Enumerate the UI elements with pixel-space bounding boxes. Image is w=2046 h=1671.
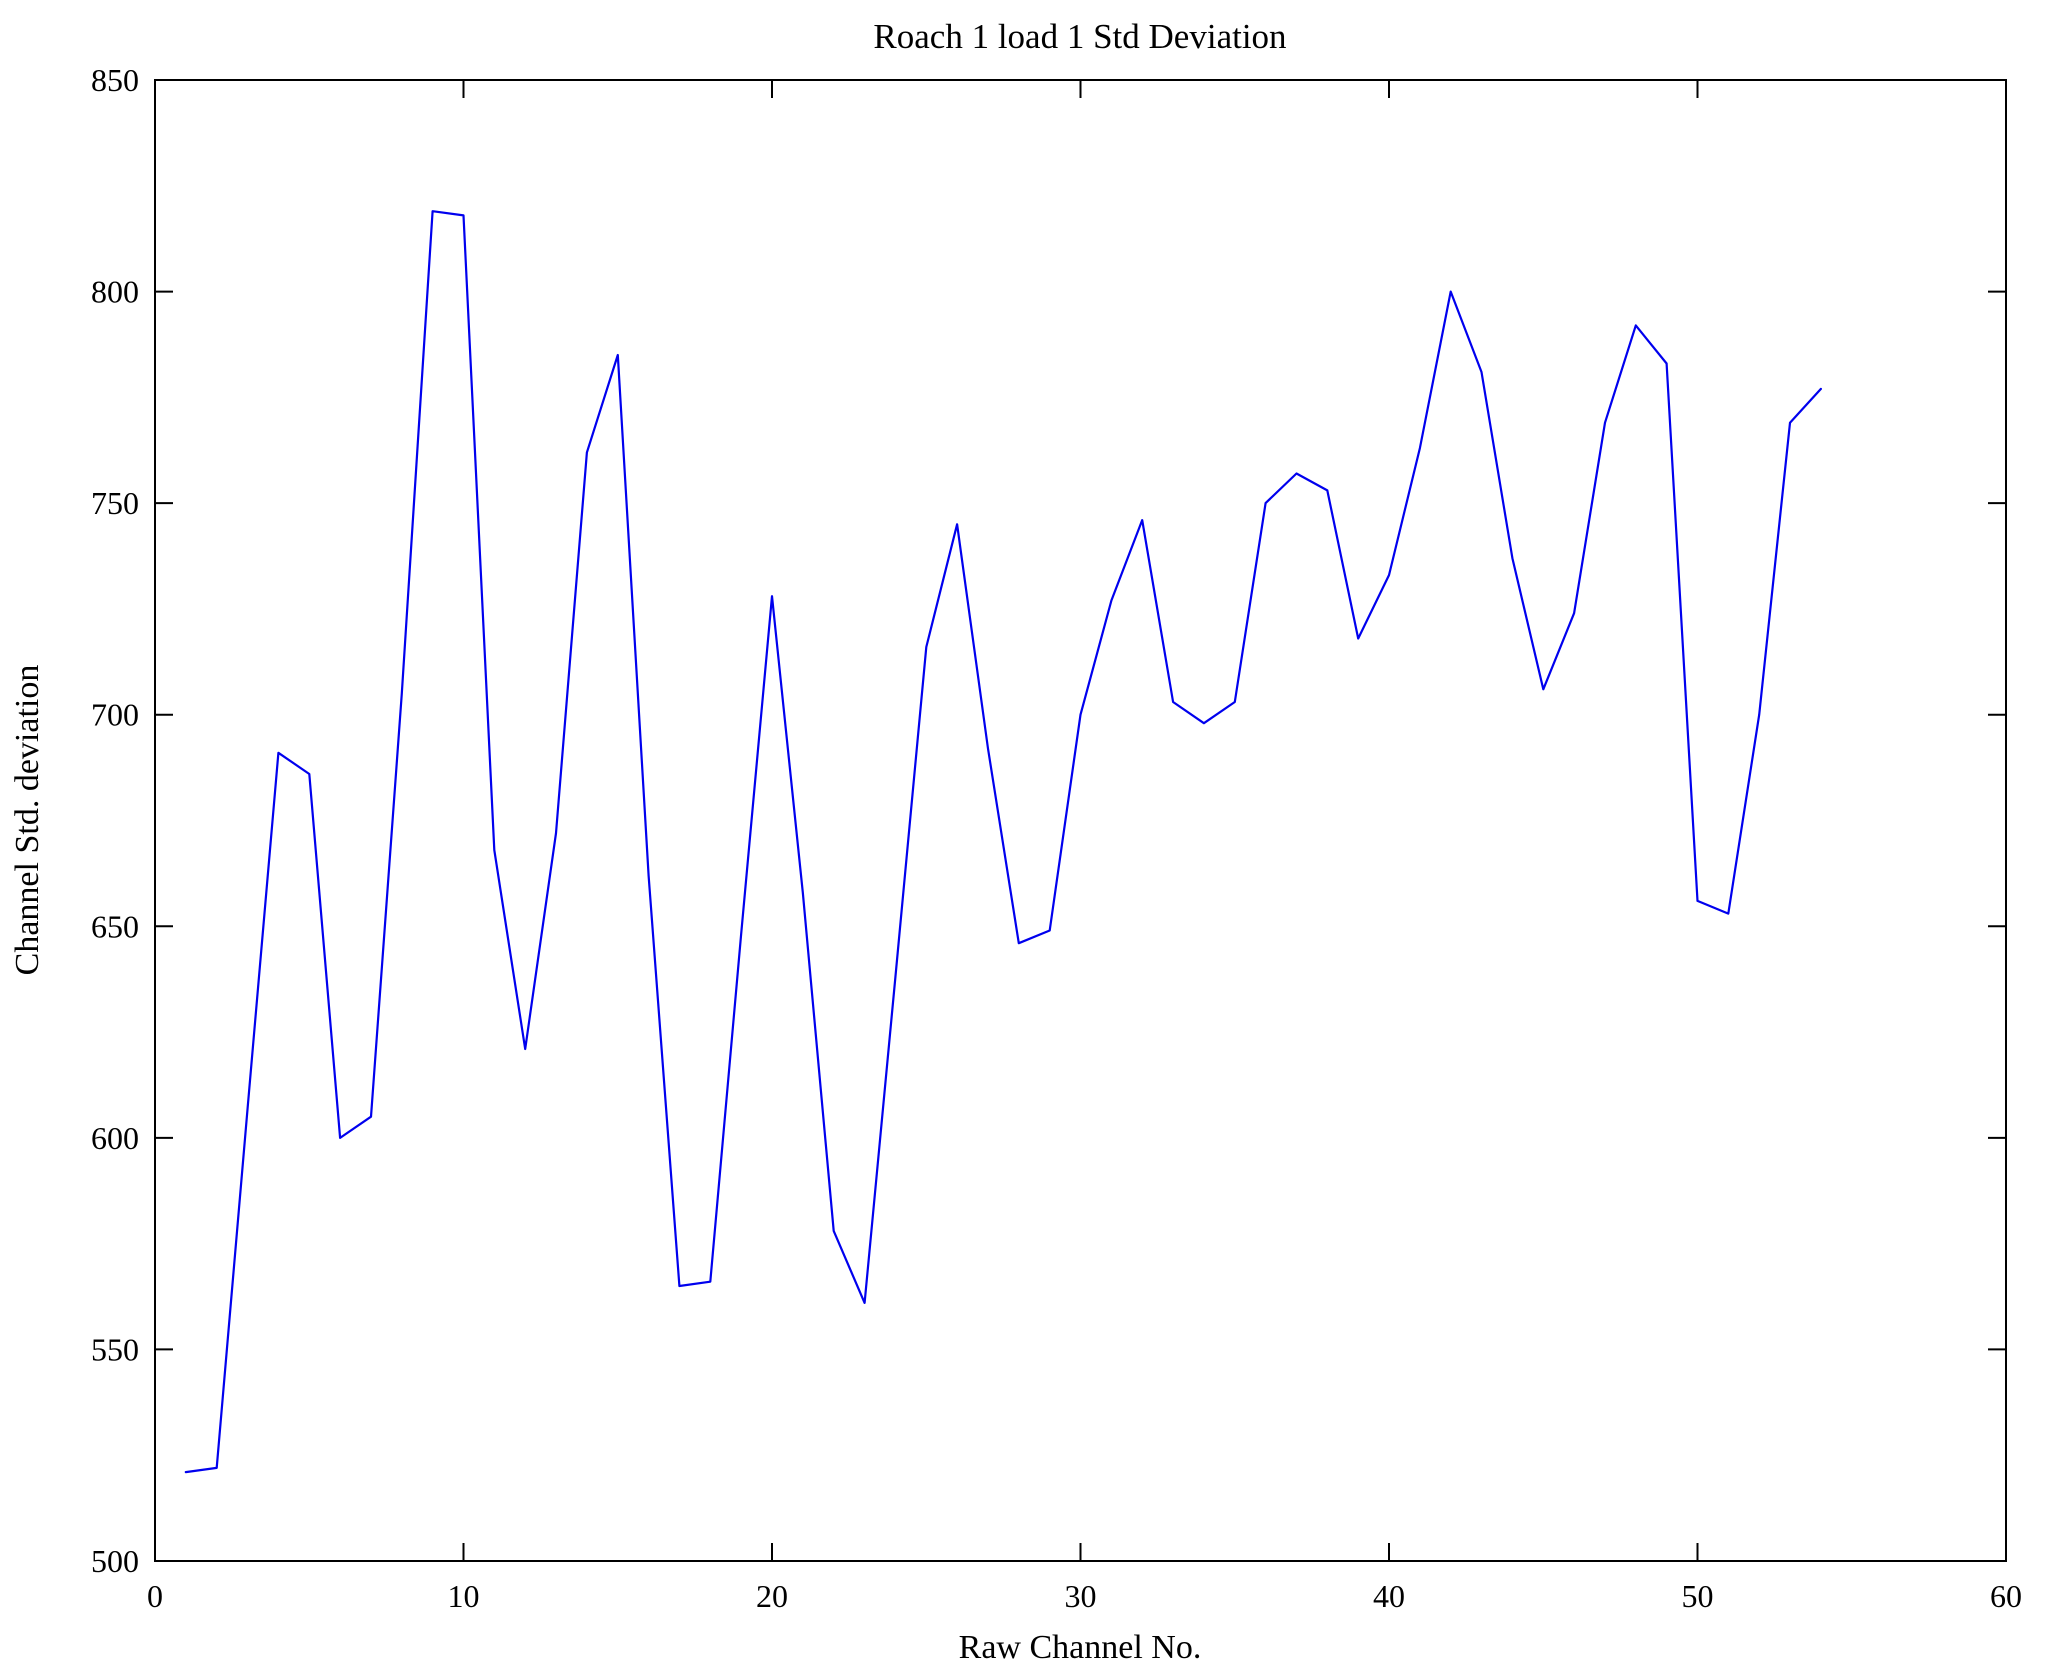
y-tick-label: 500 — [91, 1543, 139, 1579]
y-tick-label: 600 — [91, 1120, 139, 1156]
x-tick-label: 30 — [1065, 1578, 1097, 1614]
y-axis-label: Channel Std. deviation — [9, 665, 46, 976]
y-tick-label: 550 — [91, 1331, 139, 1367]
x-tick-label: 40 — [1373, 1578, 1405, 1614]
axes-box: 0 10 20 30 40 50 60 500 550 600 650 700 750 800 850 — [91, 62, 2022, 1614]
std-deviation-series-line — [184, 210, 1823, 1474]
y-tick-label: 700 — [91, 697, 139, 733]
y-tick-label: 650 — [91, 908, 139, 944]
x-tick-label: 10 — [448, 1578, 480, 1614]
plot-border — [154, 79, 2007, 1562]
data-series — [184, 210, 1823, 1474]
x-axis-label: Raw Channel No. — [959, 1629, 1202, 1666]
y-tick-label: 800 — [91, 274, 139, 310]
y-tick-label: 850 — [91, 62, 139, 98]
x-tick-label: 60 — [1990, 1578, 2022, 1614]
x-tick-label: 20 — [756, 1578, 788, 1614]
y-tick-label: 750 — [91, 485, 139, 521]
x-tick-label: 50 — [1682, 1578, 1714, 1614]
chart-title: Roach 1 load 1 Std Deviation — [873, 17, 1286, 56]
x-tick-label: 0 — [147, 1578, 163, 1614]
